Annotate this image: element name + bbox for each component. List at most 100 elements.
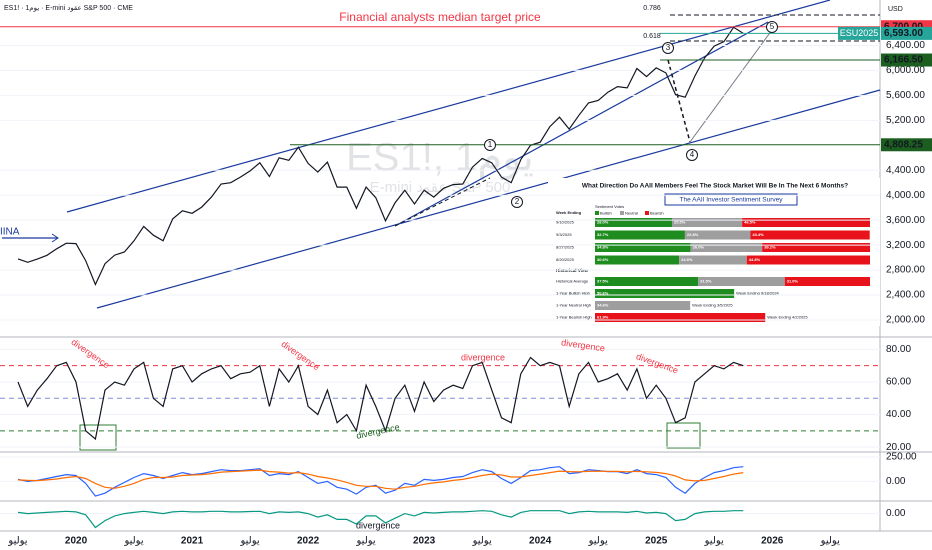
price-label-box (881, 138, 932, 152)
y-tick-label: 2,800.00 (886, 265, 925, 276)
legend-label: Bearish (650, 211, 664, 216)
price-label: 6,700.00 (884, 21, 923, 32)
bar-label: 46.5% (744, 220, 756, 225)
sentiment-bar (595, 243, 691, 252)
watermark: ES1!, 1يوم (346, 136, 534, 181)
price-label-box (881, 26, 932, 40)
symbol-line: ES1! · 1يوم · E-mini عقود S&P 500 · CME (4, 5, 133, 12)
bar-label: 50.6% (597, 291, 609, 296)
row-label: Historical Average (556, 279, 589, 284)
price-label: 6,593.00 (884, 28, 923, 39)
table-title: What Direction Do AAII Members Feel The … (582, 183, 848, 190)
sentiment-bar (784, 277, 870, 286)
table-column: Week Ending (556, 210, 582, 215)
watermark-sub: E-mini عقود S&P 500 (370, 179, 511, 196)
sentiment-bar (595, 230, 685, 240)
annotation: 5 (770, 22, 775, 31)
series-line (17, 469, 744, 490)
x-tick-label: يوليو (820, 536, 840, 547)
bar-label: 34.6% (597, 303, 609, 308)
divergence-label: divergence (356, 520, 400, 530)
bar-label: 61.9% (597, 315, 609, 320)
bar-label: 31.0% (787, 279, 799, 284)
row-label: 9/10/2025 (556, 220, 575, 225)
x-tick-label: يوليو (7, 536, 27, 547)
aaii-table: What Direction Do AAII Members Feel The … (548, 178, 880, 326)
price-label: 6,166.50 (884, 55, 923, 66)
y-tick-label: 60.00 (886, 377, 911, 388)
x-tick-label: 2025 (645, 536, 668, 547)
series-line (17, 26, 744, 287)
sentiment-bar (762, 243, 870, 252)
table-caption: Sentiment Votes (595, 204, 624, 209)
x-tick-label: 2022 (297, 536, 320, 547)
price-label: 4,808.25 (884, 139, 923, 150)
legend-swatch (645, 211, 649, 215)
sentiment-bar (679, 255, 747, 265)
sentiment-bar (595, 218, 672, 227)
sentiment-bar (746, 255, 870, 265)
channel-line (96, 89, 881, 309)
contract-tag-box (838, 26, 880, 40)
x-tick-label: 2026 (761, 536, 784, 547)
annotation: Financial analysts median target price (339, 10, 541, 24)
x-tick-label: 2021 (181, 536, 204, 547)
x-tick-label: يوليو (123, 536, 143, 547)
arrow-head (51, 233, 59, 243)
y-tick-label: 6,400.00 (886, 40, 925, 51)
row-note: Week Ending 9/18/2024 (736, 291, 779, 296)
table-subtitle: The AAII Investor Sentiment Survey (680, 197, 784, 204)
sentiment-bar (742, 218, 870, 227)
bar-label: 26.0% (693, 245, 705, 250)
bar-label: 23.8% (687, 232, 699, 237)
history-title: Historical View (556, 268, 588, 273)
annotation: 0.786 (643, 5, 661, 12)
row-label: 1-Year Bullish High (556, 291, 590, 296)
x-tick-label: يوليو (239, 536, 259, 547)
row-label: 9/3/2025 (556, 232, 572, 237)
row-label: 8/27/2025 (556, 245, 575, 250)
y-tick-label: 0.00 (886, 476, 906, 487)
bar-label: 30.6% (597, 257, 609, 262)
annotation: IINA (0, 227, 20, 238)
sentiment-bar (595, 313, 766, 322)
y-tick-label: 4,000.00 (886, 190, 925, 201)
annotation: 1 (488, 140, 493, 149)
row-label: 1-Year Neutral High (556, 303, 591, 308)
wave-circle (766, 21, 778, 33)
sentiment-bar (750, 230, 870, 240)
sentiment-bar (595, 289, 735, 298)
sentiment-bar (595, 301, 691, 310)
wave-line (394, 177, 491, 227)
wave-circle (662, 42, 674, 54)
annotation: 0.618 (643, 33, 661, 40)
wave-line (667, 59, 691, 143)
bar-label: 37.5% (597, 279, 609, 284)
bar-label: 44.8% (749, 257, 761, 262)
sentiment-bar (698, 277, 785, 286)
annotation: 2 (515, 197, 520, 206)
y-tick-label: 3,600.00 (886, 215, 925, 226)
wave-circle (686, 149, 698, 161)
y-tick-label: 20.00 (886, 442, 911, 453)
x-tick-label: يوليو (588, 536, 608, 547)
x-tick-label: يوليو (472, 536, 492, 547)
y-tick-label: 5,600.00 (886, 90, 925, 101)
legend-label: Neutral (625, 211, 638, 216)
bar-label: 25.5% (674, 220, 686, 225)
row-note: Week Ending 4/2/2025 (767, 315, 808, 320)
bar-label: 24.6% (681, 257, 693, 262)
sentiment-bar (595, 277, 699, 286)
wave-circle (484, 139, 496, 151)
y-tick-label: 0.00 (886, 508, 906, 519)
annotation: 3 (666, 43, 671, 52)
x-tick-label: يوليو (356, 536, 376, 547)
wave-line (689, 29, 773, 143)
channel-line (66, 0, 831, 213)
subtitle-box (664, 193, 798, 206)
y-tick-label: 2,000.00 (886, 315, 925, 326)
bar-label: 31.5% (700, 279, 712, 284)
y-tick-label: 5,200.00 (886, 115, 925, 126)
bar-label: 28.0% (597, 220, 609, 225)
